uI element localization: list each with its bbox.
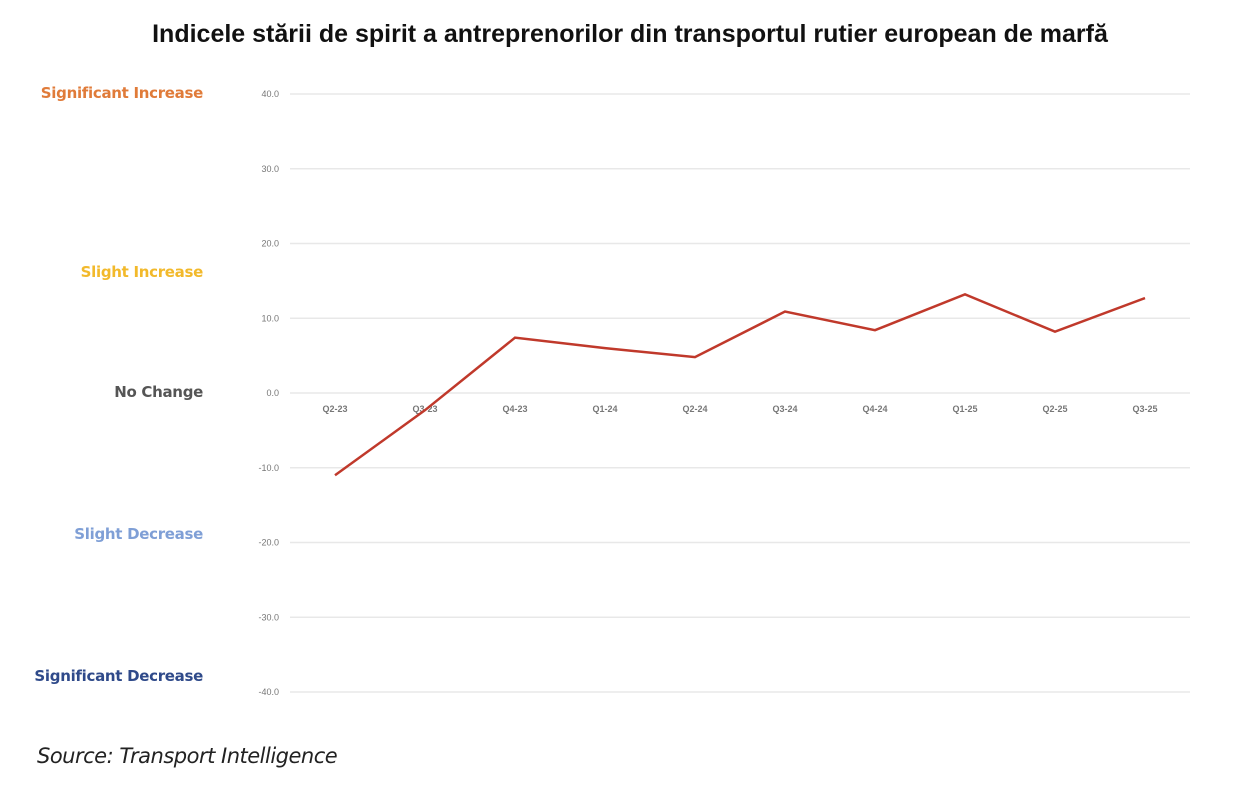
x-tick-label: Q4-23: [502, 404, 527, 414]
level-label: Slight Increase: [80, 263, 204, 282]
source-note: Source: Transport Intelligence: [37, 744, 338, 768]
level-label: No Change: [114, 383, 203, 401]
x-tick-label: Q3-24: [772, 404, 797, 414]
y-tick-label: 20.0: [261, 239, 279, 249]
y-tick-label: -20.0: [258, 538, 279, 548]
level-label: Slight Decrease: [74, 525, 203, 544]
y-tick-label: 30.0: [261, 164, 279, 174]
series-line: [334, 292, 1146, 477]
y-tick-label: 0.0: [266, 388, 279, 398]
y-tick-label: -30.0: [258, 612, 279, 622]
x-tick-label: Q1-25: [952, 404, 977, 414]
x-tick-label: Q2-23: [322, 404, 347, 414]
x-tick-label: Q2-24: [682, 404, 707, 414]
y-tick-label: 40.0: [261, 89, 279, 99]
x-tick-label: Q2-25: [1042, 404, 1067, 414]
x-tick-label: Q3-25: [1132, 404, 1157, 414]
chart-title: Indicele stării de spirit a antreprenori…: [152, 20, 1108, 48]
y-tick-label: 10.0: [261, 313, 279, 323]
y-tick-label: -40.0: [258, 687, 279, 697]
x-tick-label: Q1-24: [592, 404, 617, 414]
level-label: Significant Decrease: [34, 667, 203, 686]
y-tick-label: -10.0: [258, 463, 279, 473]
x-tick-label: Q4-24: [862, 404, 887, 414]
level-label: Significant Increase: [40, 84, 204, 102]
